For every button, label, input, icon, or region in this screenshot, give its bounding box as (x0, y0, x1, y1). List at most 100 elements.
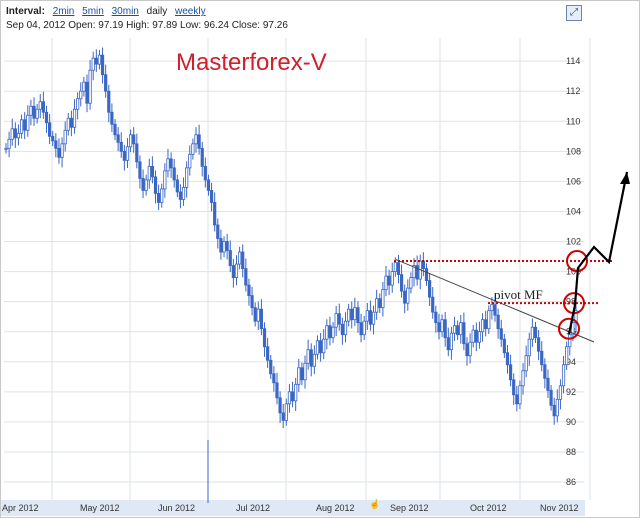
candle-body (234, 263, 239, 278)
candle-body (521, 370, 525, 387)
candle-body (16, 132, 21, 139)
candle-body (399, 274, 404, 292)
candle-body (29, 105, 33, 116)
candle-body (515, 394, 519, 405)
candle-body (309, 349, 313, 367)
y-tick-label: 112 (566, 86, 580, 96)
candle-body (203, 165, 207, 181)
candle-body (197, 134, 201, 149)
candle-body (365, 310, 369, 322)
candle-body (178, 191, 183, 200)
candle-body (266, 346, 270, 361)
candle-body (533, 326, 538, 339)
y-tick-label: 100 (566, 267, 581, 277)
candle-body (428, 280, 432, 298)
candle-body (132, 134, 136, 145)
candle-body (200, 147, 204, 167)
candle-body (378, 298, 382, 309)
candle-body (396, 262, 401, 275)
candle-body (7, 138, 11, 149)
x-axis-band (1, 500, 585, 516)
candle-body (484, 319, 488, 330)
candle-body (262, 328, 267, 348)
candle-body (393, 262, 397, 272)
candle-body (561, 364, 566, 387)
candle-body (23, 119, 27, 131)
candle-body (325, 325, 329, 340)
candle-body (19, 119, 24, 134)
candle-body (244, 268, 248, 286)
candle-body (169, 158, 173, 169)
candle-body (452, 325, 457, 334)
interval-5min-link[interactable]: 5min (82, 6, 104, 17)
candle-body (462, 322, 466, 345)
candle-body (512, 379, 516, 396)
candle-body (543, 364, 547, 379)
candle-body (406, 287, 410, 304)
candle-body (157, 193, 161, 203)
candle-body (72, 108, 77, 128)
candle-body (505, 352, 510, 366)
y-tick-label: 108 (566, 146, 581, 156)
candle-body (206, 179, 211, 191)
candle-body (26, 114, 30, 131)
candle-body (107, 90, 111, 113)
candle-body (225, 241, 229, 251)
candle-body (375, 298, 379, 313)
candle-body (443, 319, 447, 339)
candle-body (35, 108, 39, 119)
candle-body (415, 265, 419, 280)
y-tick-label: 88 (566, 447, 576, 457)
trend-line (395, 259, 595, 343)
candle-body (185, 167, 189, 188)
candle-body (499, 328, 503, 340)
candle-body (119, 141, 123, 152)
candle-body (552, 404, 556, 417)
candle-body (558, 385, 563, 400)
candle-body (518, 385, 522, 405)
candle-body (150, 165, 154, 178)
candle-body (222, 241, 226, 253)
candle-body (110, 111, 114, 125)
candle-body (275, 382, 279, 399)
y-tick-label: 106 (566, 176, 581, 186)
interval-2min-link[interactable]: 2min (52, 6, 75, 17)
candle-body (568, 334, 572, 348)
y-tick-label: 102 (566, 237, 581, 247)
candle-body (48, 122, 52, 137)
candle-body (181, 187, 186, 200)
candle-body (474, 329, 478, 343)
candle-body (384, 275, 388, 291)
candle-body (160, 188, 164, 203)
candle-body (437, 322, 441, 333)
expand-icon[interactable]: ⤢ (566, 5, 582, 21)
interval-weekly-link[interactable]: weekly (175, 6, 206, 17)
ohlc-readout: Sep 04, 2012 Open: 97.19 High: 97.89 Low… (6, 20, 288, 31)
candle-body (343, 320, 348, 336)
candle-body (446, 337, 450, 351)
x-tick-label: Jul 2012 (236, 503, 270, 513)
candle-body (69, 117, 74, 128)
candle-body (256, 308, 260, 322)
candle-body (449, 332, 454, 351)
interval-30min-link[interactable]: 30min (111, 6, 139, 17)
candle-body (487, 310, 491, 330)
y-tick-label: 86 (566, 477, 576, 487)
candle-body (456, 325, 460, 336)
candle-body (188, 153, 192, 169)
candle-body (32, 105, 36, 119)
candle-body (219, 238, 223, 253)
candle-body (315, 340, 320, 355)
interval-label: Interval: (6, 6, 45, 17)
candle-body (228, 250, 232, 266)
candle-body (238, 251, 242, 265)
candle-body (38, 101, 42, 110)
candle-body (191, 143, 195, 155)
candle-body (300, 367, 304, 381)
candle-body (213, 202, 217, 226)
candle-body (508, 364, 513, 381)
candle-body (294, 383, 298, 402)
y-tick-label: 94 (566, 357, 576, 367)
candle-body (209, 190, 214, 203)
candle-body (144, 179, 148, 191)
